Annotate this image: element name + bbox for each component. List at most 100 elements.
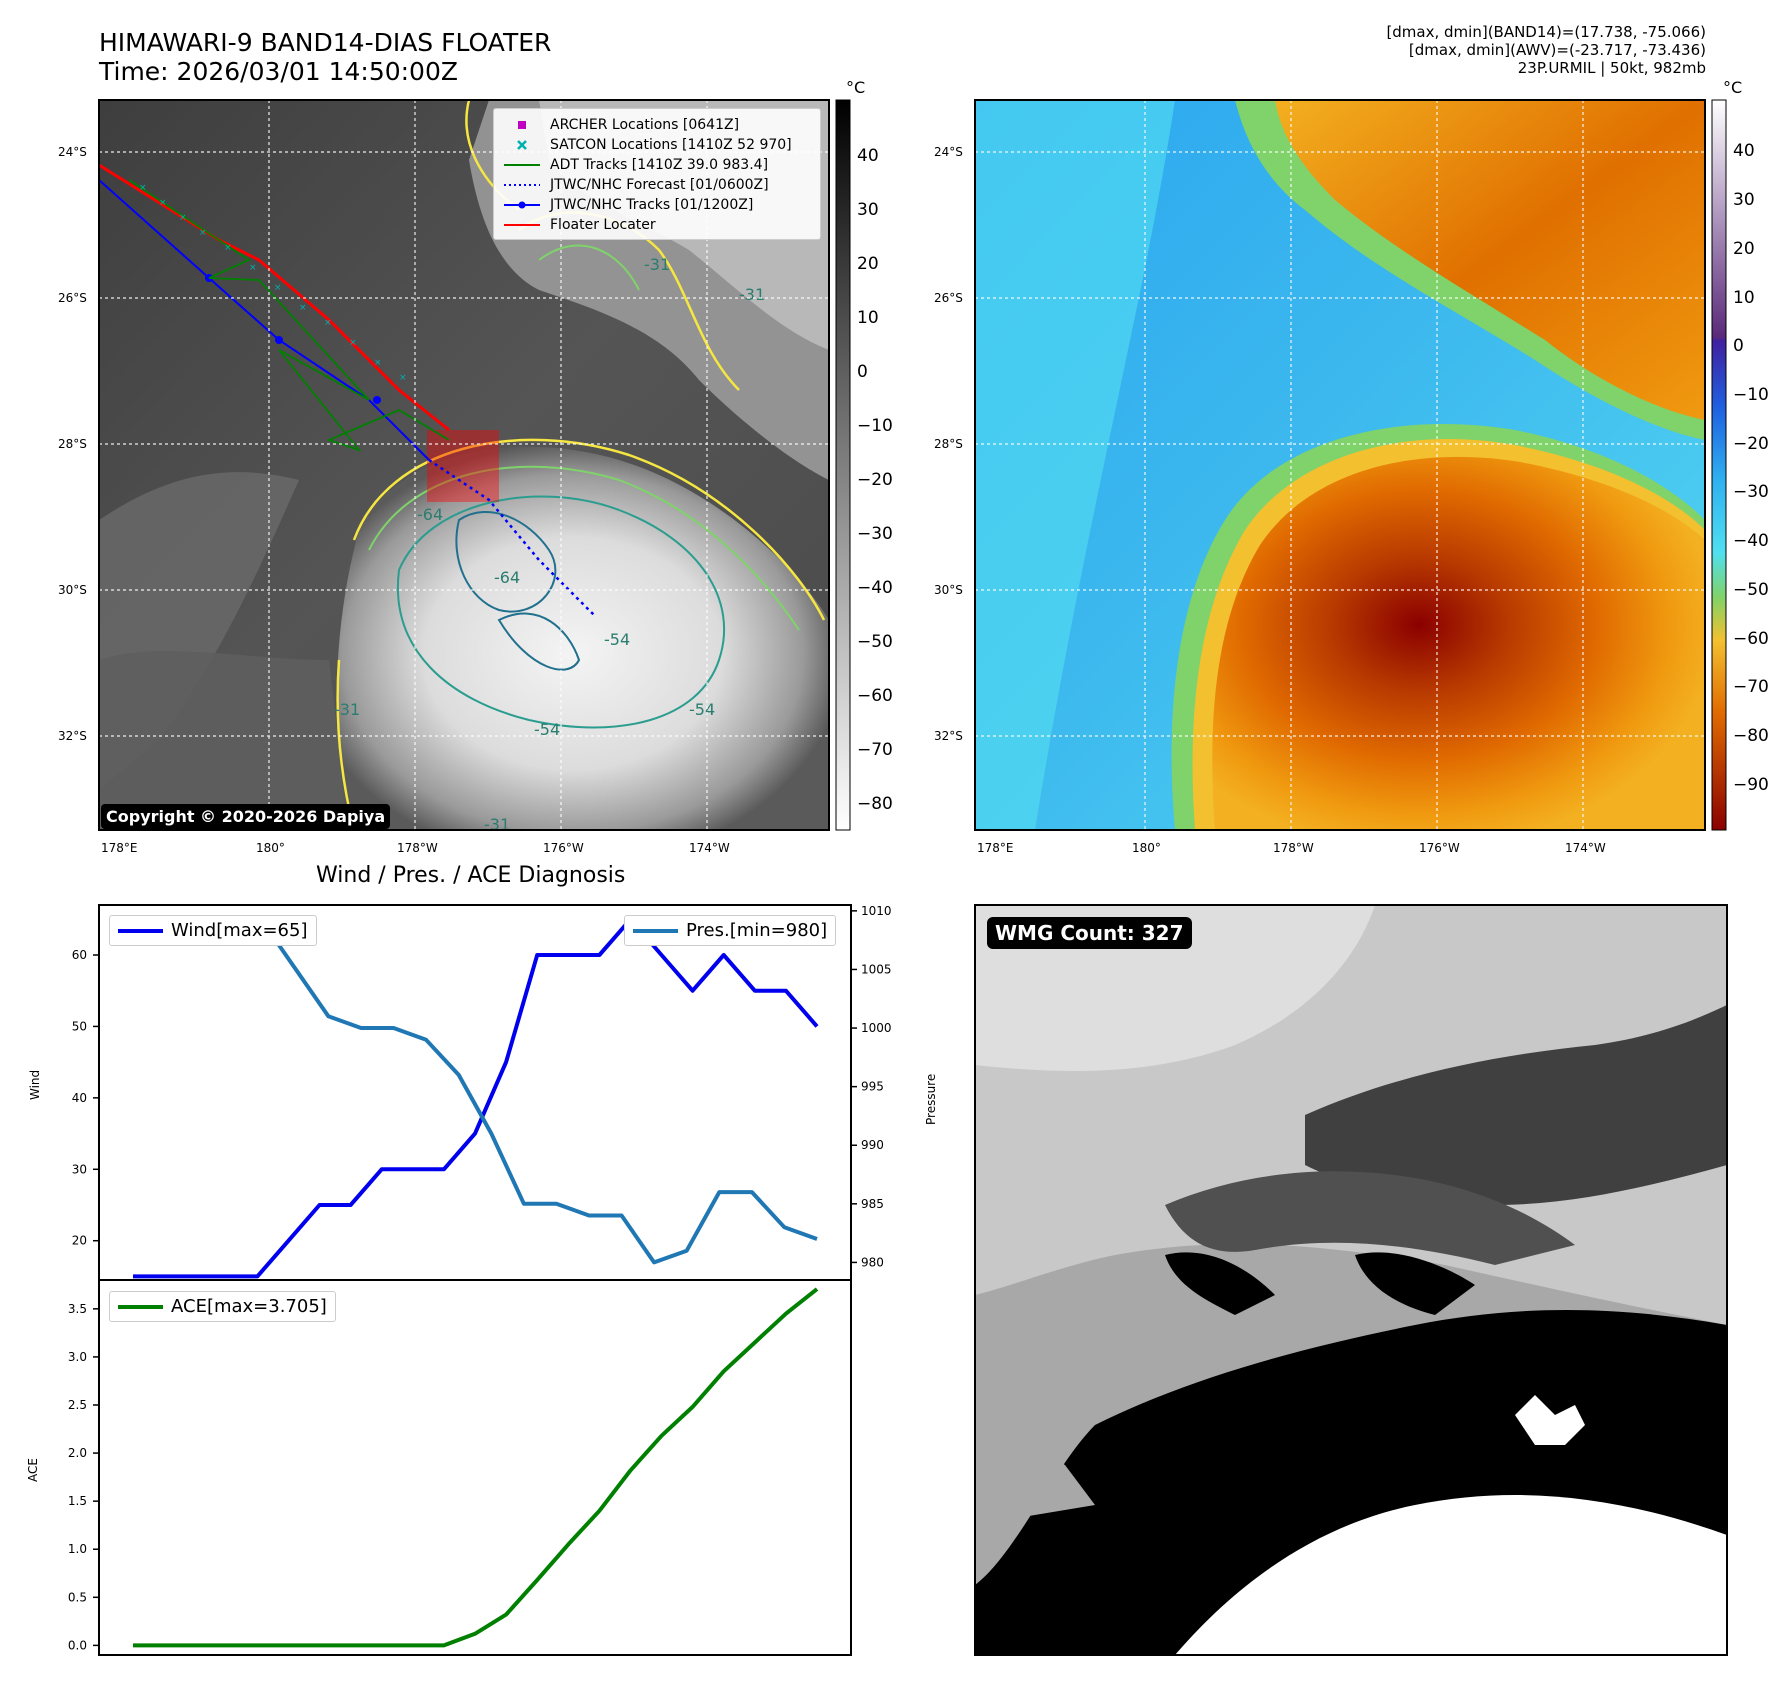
lon-label: 178°W: [397, 841, 438, 855]
y-tick-label: 40: [72, 1091, 87, 1105]
colorbar-tick: −10: [1733, 385, 1769, 405]
lat-label: 24°S: [934, 145, 963, 159]
colorbar-tick: 0: [857, 362, 868, 382]
colorbar-tick: −30: [1733, 482, 1769, 502]
svg-text:×: ×: [399, 373, 407, 383]
pressure-legend: Pres.[min=980]: [624, 915, 837, 946]
ace-legend-label: ACE[max=3.705]: [171, 1296, 327, 1317]
lon-label: 174°W: [1565, 841, 1606, 855]
lon-label: 178°W: [1273, 841, 1314, 855]
contour-label: -31: [739, 285, 765, 304]
lat-label: 24°S: [58, 145, 87, 159]
ir-panel: × × × × × × × × × × × × -31 -31 -31 -31 -54 -54 …: [98, 99, 830, 834]
lat-label: 32°S: [934, 729, 963, 743]
svg-text:×: ×: [324, 318, 332, 328]
y2-tick-label: 1010: [861, 904, 892, 918]
legend-label: ADT Tracks [1410Z 39.0 983.4]: [550, 157, 769, 173]
stats-block: [dmax, dmin](BAND14)=(17.738, -75.066) […: [1386, 23, 1706, 77]
wmg-count-badge: WMG Count: 327: [987, 917, 1192, 949]
colorbar-tick: 30: [1733, 190, 1755, 210]
contour-label: -31: [644, 255, 670, 274]
y-tick-label: 50: [72, 1019, 87, 1033]
lon-label: 180°: [1132, 841, 1161, 855]
svg-text:×: ×: [139, 183, 147, 193]
wmg-panel: WMG Count: 327: [974, 904, 1728, 1656]
wv-image: [974, 99, 1706, 831]
colorbar-tick: −70: [857, 740, 893, 760]
wind-axis-label: Wind: [28, 1069, 42, 1100]
colorbar-tick: −10: [857, 416, 893, 436]
lon-label: 174°W: [689, 841, 730, 855]
colorbar-tick: 20: [1733, 239, 1755, 259]
lon-label: 176°W: [543, 841, 584, 855]
svg-text:×: ×: [374, 358, 382, 368]
colorbar-tick: −30: [857, 524, 893, 544]
lon-label: 178°E: [101, 841, 138, 855]
ir-colorbar-ticks: 40 30 20 10 0 −10 −20 −30 −40 −50 −60 −7…: [857, 100, 897, 830]
pressure-axis-label: Pressure: [924, 1073, 938, 1125]
x-marker-icon: [517, 140, 527, 150]
colorbar-tick: 10: [857, 308, 879, 328]
colorbar-tick: −80: [1733, 726, 1769, 746]
pressure-legend-line: [633, 928, 678, 933]
pressure-legend-label: Pres.[min=980]: [686, 920, 828, 941]
ace-legend-line: [118, 1304, 163, 1309]
map-gridlines: [975, 100, 1705, 830]
square-marker-icon: [518, 121, 526, 129]
lon-label: 178°E: [977, 841, 1014, 855]
svg-text:×: ×: [179, 213, 187, 223]
y-tick-label: 1.0: [68, 1542, 87, 1556]
colorbar-tick: −50: [1733, 580, 1769, 600]
wv-colorbar-ticks: 40 30 20 10 0 −10 −20 −30 −40 −50 −60 −7…: [1733, 100, 1773, 830]
legend-adt: ADT Tracks [1410Z 39.0 983.4]: [502, 155, 812, 175]
dotted-line-icon: [504, 184, 540, 186]
wmg-image: [974, 904, 1728, 1656]
y-tick-label: 3.5: [68, 1302, 87, 1316]
legend-jtwc-tracks: JTWC/NHC Tracks [01/1200Z]: [502, 195, 812, 215]
contour-label: -31: [484, 815, 510, 834]
svg-text:×: ×: [159, 198, 167, 208]
contour-label: -64: [417, 505, 443, 524]
colorbar-tick: 30: [857, 200, 879, 220]
colorbar-tick: −40: [1733, 531, 1769, 551]
ir-colorbar-unit: °C: [846, 78, 866, 97]
legend-satcon: SATCON Locations [1410Z 52 970]: [502, 135, 812, 155]
lon-label: 176°W: [1419, 841, 1460, 855]
y-tick-label: 1.5: [68, 1494, 87, 1508]
copyright-badge: Copyright © 2020-2026 Dapiya: [101, 804, 391, 829]
wv-colorbar-unit: °C: [1723, 78, 1743, 97]
contour-label: -54: [534, 720, 560, 739]
legend-floater: Floater Locater: [502, 215, 812, 235]
colorbar-tick: −70: [1733, 677, 1769, 697]
diagnosis-title: Wind / Pres. / ACE Diagnosis: [316, 863, 626, 888]
adt-track: [128, 179, 450, 452]
colorbar-tick: 40: [1733, 141, 1755, 161]
svg-text:×: ×: [349, 338, 357, 348]
ir-legend: ARCHER Locations [0641Z] SATCON Location…: [493, 108, 821, 240]
dot-line-icon: [504, 201, 540, 209]
wind-legend-label: Wind[max=65]: [171, 920, 308, 941]
ace-legend: ACE[max=3.705]: [109, 1291, 336, 1322]
lat-label: 28°S: [934, 437, 963, 451]
colorbar-tick: −20: [857, 470, 893, 490]
colorbar-tick: −50: [857, 632, 893, 652]
band14-range: [dmax, dmin](BAND14)=(17.738, -75.066): [1386, 23, 1706, 41]
svg-text:×: ×: [249, 263, 257, 273]
y-tick-label: 20: [72, 1234, 87, 1248]
colorbar-tick: −40: [857, 578, 893, 598]
colorbar-tick: 0: [1733, 336, 1744, 356]
legend-label: JTWC/NHC Forecast [01/0600Z]: [550, 177, 769, 193]
lat-label: 28°S: [58, 437, 87, 451]
svg-text:×: ×: [199, 228, 207, 238]
y2-tick-label: 995: [861, 1080, 884, 1094]
colorbar-tick: 40: [857, 146, 879, 166]
colorbar-tick: 10: [1733, 288, 1755, 308]
colorbar-tick: −60: [857, 686, 893, 706]
solid-line-icon: [504, 224, 540, 226]
ir-colorbar: [835, 99, 851, 831]
y-tick-label: 0.5: [68, 1590, 87, 1604]
svg-text:×: ×: [299, 303, 307, 313]
legend-jtwc-forecast: JTWC/NHC Forecast [01/0600Z]: [502, 175, 812, 195]
wv-colorbar: [1711, 99, 1727, 831]
ace-axis-label: ACE: [26, 1458, 40, 1482]
